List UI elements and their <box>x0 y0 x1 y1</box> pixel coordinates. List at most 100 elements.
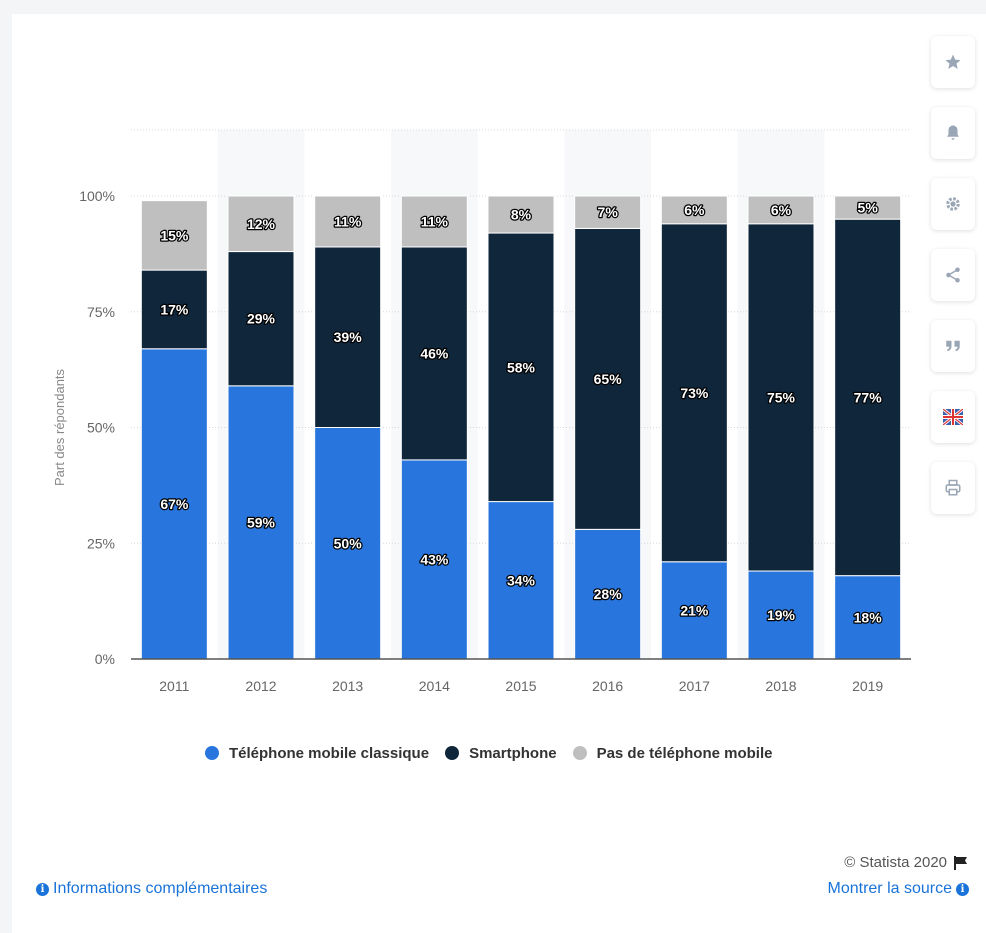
bar-segment-classic-phone <box>747 570 815 660</box>
bar-segment-smartphone <box>747 223 815 572</box>
gear-icon <box>946 197 960 211</box>
bell-icon <box>947 125 959 140</box>
bar-segment-no-phone <box>487 195 555 234</box>
data-label: 11% <box>421 213 449 229</box>
y-tick-label: 25% <box>87 535 115 551</box>
data-label: 5% <box>858 200 879 216</box>
data-label: 34% <box>507 572 536 588</box>
data-label: 6% <box>771 202 792 218</box>
legend-label: Pas de téléphone mobile <box>596 744 773 762</box>
data-label: 6% <box>684 202 705 218</box>
x-tick-label: 2014 <box>419 678 450 694</box>
x-tick-label: 2011 <box>159 678 189 694</box>
legend-label: Téléphone mobile classique <box>229 744 430 762</box>
statista-credits[interactable]: © Statista 2020 <box>844 854 969 871</box>
bar-segment-no-phone <box>574 195 642 229</box>
data-label: 21% <box>680 602 709 618</box>
language-button[interactable] <box>931 391 975 443</box>
data-label: 67% <box>160 496 189 512</box>
info-icon: i <box>36 882 49 896</box>
data-label: 19% <box>767 607 796 623</box>
x-tick-label: 2012 <box>245 678 276 694</box>
x-tick-label: 2013 <box>332 678 363 694</box>
bar-segment-classic-phone <box>400 459 468 660</box>
data-label: 17% <box>160 301 189 317</box>
bar-segment-classic-phone <box>574 528 642 660</box>
bar-segment-classic-phone <box>314 427 382 660</box>
bar-segment-smartphone <box>487 232 555 503</box>
data-label: 43% <box>420 551 449 567</box>
legend-item-classic-phone[interactable]: Téléphone mobile classique <box>205 745 429 762</box>
data-label: 8% <box>511 207 532 223</box>
bar-segment-smartphone <box>574 227 642 530</box>
bar-segment-classic-phone <box>227 385 295 660</box>
data-label: 73% <box>680 385 709 401</box>
data-label: 75% <box>767 389 796 405</box>
y-tick-label: 50% <box>87 420 115 436</box>
bar-segment-no-phone <box>834 195 902 220</box>
bar-segment-smartphone <box>314 246 382 428</box>
y-tick-label: 0% <box>95 651 115 667</box>
settings-button[interactable] <box>931 178 975 230</box>
cite-button[interactable] <box>931 320 975 372</box>
legend-item-no-phone[interactable]: Pas de téléphone mobile <box>572 744 773 762</box>
favorite-button[interactable] <box>931 36 975 88</box>
bar-segment-classic-phone <box>140 348 208 660</box>
bar-segment-smartphone <box>400 246 468 461</box>
data-label: 12% <box>247 216 276 232</box>
share-icon <box>946 267 960 283</box>
y-tick-label: 75% <box>87 304 115 320</box>
chart-legend: Téléphone mobile classique Smartphone Pa… <box>205 741 788 765</box>
x-tick-label: 2019 <box>852 678 883 694</box>
info-icon: i <box>956 882 969 896</box>
credits-text: © Statista 2020 <box>844 854 947 871</box>
bar-segment-no-phone <box>400 195 468 248</box>
data-label: 29% <box>247 311 276 327</box>
data-label: 46% <box>420 345 449 361</box>
bar-segment-smartphone <box>834 218 902 577</box>
legend-item-smartphone[interactable]: Smartphone <box>445 745 557 762</box>
data-label: 15% <box>160 227 189 243</box>
star-icon <box>945 54 961 69</box>
show-source-link[interactable]: Montrer la source i <box>828 880 969 898</box>
more-info-text: Informations complémentaires <box>53 880 268 897</box>
legend-marker <box>205 746 219 760</box>
data-label: 58% <box>507 359 536 375</box>
print-button[interactable] <box>931 462 975 514</box>
x-tick-label: 2018 <box>765 678 796 694</box>
bar-segment-no-phone <box>747 195 815 225</box>
bar-segment-no-phone <box>227 195 295 253</box>
data-label: 65% <box>594 371 623 387</box>
stacked-bar-chart: 0% 25% 50% 75% 100% Part des répondants 67% 17%… <box>52 129 911 694</box>
quote-icon <box>946 340 960 352</box>
bar-segment-smartphone <box>660 223 728 563</box>
data-label: 50% <box>334 535 363 551</box>
more-info-link[interactable]: i Informations complémentaires <box>36 880 267 898</box>
data-label: 39% <box>334 329 363 345</box>
print-icon <box>945 479 961 496</box>
legend-marker <box>572 746 587 760</box>
legend-marker <box>445 746 460 760</box>
data-label: 11% <box>334 213 362 229</box>
x-tick-label: 2015 <box>505 678 536 694</box>
flag-icon <box>954 855 967 870</box>
chart-card: 0% 25% 50% 75% 100% Part des répondants 67% 17%… <box>12 14 986 933</box>
y-tick-label: 100% <box>79 188 115 204</box>
legend-label: Smartphone <box>469 744 557 762</box>
flag-uk-icon <box>943 409 963 425</box>
share-button[interactable] <box>931 249 975 301</box>
data-label: 7% <box>598 204 619 220</box>
notification-button[interactable] <box>931 107 975 159</box>
bar-segment-classic-phone <box>660 561 728 660</box>
data-label: 77% <box>854 389 883 405</box>
bar-segment-no-phone <box>660 195 728 225</box>
bar-segment-smartphone <box>140 269 208 350</box>
chart-toolbar <box>931 36 977 533</box>
data-label: 59% <box>247 514 276 530</box>
bar-segment-no-phone <box>314 195 382 248</box>
data-label: 28% <box>594 586 623 602</box>
x-tick-label: 2016 <box>592 678 623 694</box>
data-label: 18% <box>854 609 883 625</box>
bar-segment-no-phone <box>140 200 208 271</box>
y-axis-title: Part des répondants <box>52 368 67 486</box>
